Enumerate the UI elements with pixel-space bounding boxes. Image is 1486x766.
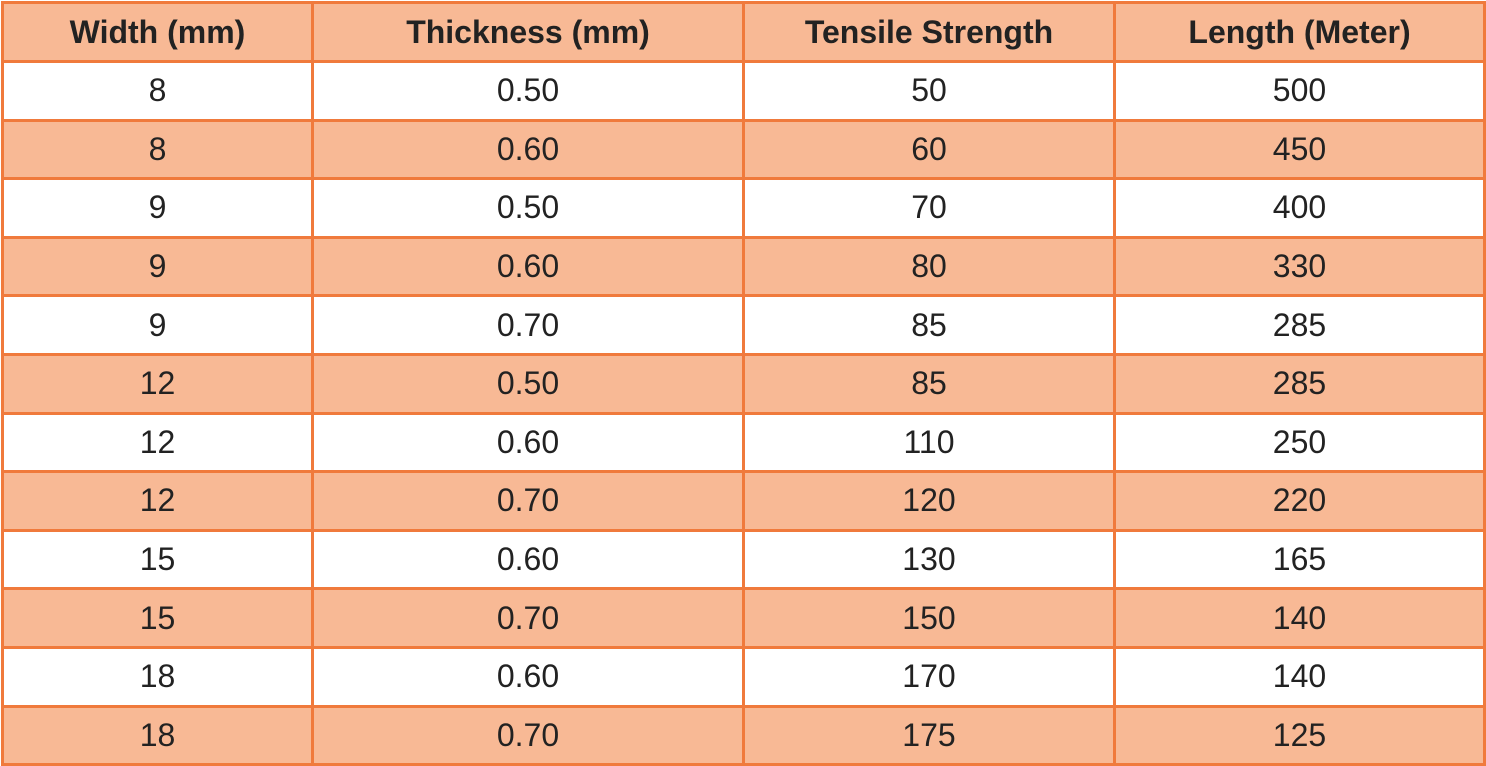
cell-tensile-strength: 50 xyxy=(742,60,1116,122)
table-row: 8 0.50 50 500 xyxy=(1,60,1486,122)
cell-tensile-strength: 120 xyxy=(742,470,1116,532)
table-body: 8 0.50 50 500 8 0.60 60 450 9 0.50 70 40… xyxy=(1,60,1486,766)
cell-length: 400 xyxy=(1113,177,1486,239)
cell-width: 12 xyxy=(1,352,314,415)
cell-width: 15 xyxy=(1,528,314,591)
cell-thickness: 0.60 xyxy=(311,118,745,181)
cell-width: 8 xyxy=(1,118,314,181)
cell-thickness: 0.70 xyxy=(311,704,745,766)
table-row: 18 0.70 175 125 xyxy=(1,704,1486,766)
cell-width: 8 xyxy=(1,60,314,122)
cell-length: 285 xyxy=(1113,294,1486,356)
header-tensile-strength: Tensile Strength xyxy=(742,1,1116,63)
cell-width: 12 xyxy=(1,470,314,532)
cell-length: 165 xyxy=(1113,528,1486,591)
cell-length: 140 xyxy=(1113,587,1486,649)
table-row: 9 0.70 85 285 xyxy=(1,294,1486,356)
cell-thickness: 0.70 xyxy=(311,470,745,532)
cell-tensile-strength: 70 xyxy=(742,177,1116,239)
header-thickness: Thickness (mm) xyxy=(311,1,745,63)
cell-length: 500 xyxy=(1113,60,1486,122)
cell-thickness: 0.60 xyxy=(311,235,745,298)
cell-tensile-strength: 80 xyxy=(742,235,1116,298)
table-row: 12 0.60 110 250 xyxy=(1,411,1486,474)
cell-tensile-strength: 150 xyxy=(742,587,1116,649)
cell-tensile-strength: 60 xyxy=(742,118,1116,181)
cell-tensile-strength: 170 xyxy=(742,645,1116,708)
cell-length: 125 xyxy=(1113,704,1486,766)
cell-thickness: 0.50 xyxy=(311,352,745,415)
cell-tensile-strength: 175 xyxy=(742,704,1116,766)
table-row: 9 0.60 80 330 xyxy=(1,235,1486,298)
table-row: 12 0.50 85 285 xyxy=(1,352,1486,415)
cell-thickness: 0.50 xyxy=(311,177,745,239)
table-row: 9 0.50 70 400 xyxy=(1,177,1486,239)
header-row: Width (mm) Thickness (mm) Tensile Streng… xyxy=(1,1,1486,63)
cell-thickness: 0.50 xyxy=(311,60,745,122)
cell-width: 12 xyxy=(1,411,314,474)
cell-length: 450 xyxy=(1113,118,1486,181)
cell-thickness: 0.70 xyxy=(311,294,745,356)
table-row: 18 0.60 170 140 xyxy=(1,645,1486,708)
cell-length: 250 xyxy=(1113,411,1486,474)
cell-width: 18 xyxy=(1,645,314,708)
table-row: 15 0.60 130 165 xyxy=(1,528,1486,591)
cell-tensile-strength: 110 xyxy=(742,411,1116,474)
header-width: Width (mm) xyxy=(1,1,314,63)
table-header: Width (mm) Thickness (mm) Tensile Streng… xyxy=(1,1,1486,63)
cell-thickness: 0.60 xyxy=(311,645,745,708)
cell-tensile-strength: 130 xyxy=(742,528,1116,591)
cell-length: 330 xyxy=(1113,235,1486,298)
cell-width: 18 xyxy=(1,704,314,766)
table-row: 12 0.70 120 220 xyxy=(1,470,1486,532)
table-row: 15 0.70 150 140 xyxy=(1,587,1486,649)
cell-thickness: 0.60 xyxy=(311,411,745,474)
cell-width: 9 xyxy=(1,294,314,356)
cell-length: 220 xyxy=(1113,470,1486,532)
cell-tensile-strength: 85 xyxy=(742,294,1116,356)
cell-length: 140 xyxy=(1113,645,1486,708)
cell-thickness: 0.60 xyxy=(311,528,745,591)
cell-thickness: 0.70 xyxy=(311,587,745,649)
header-length: Length (Meter) xyxy=(1113,1,1486,63)
cell-width: 9 xyxy=(1,177,314,239)
cell-length: 285 xyxy=(1113,352,1486,415)
cell-width: 15 xyxy=(1,587,314,649)
table-row: 8 0.60 60 450 xyxy=(1,118,1486,181)
cell-width: 9 xyxy=(1,235,314,298)
cell-tensile-strength: 85 xyxy=(742,352,1116,415)
